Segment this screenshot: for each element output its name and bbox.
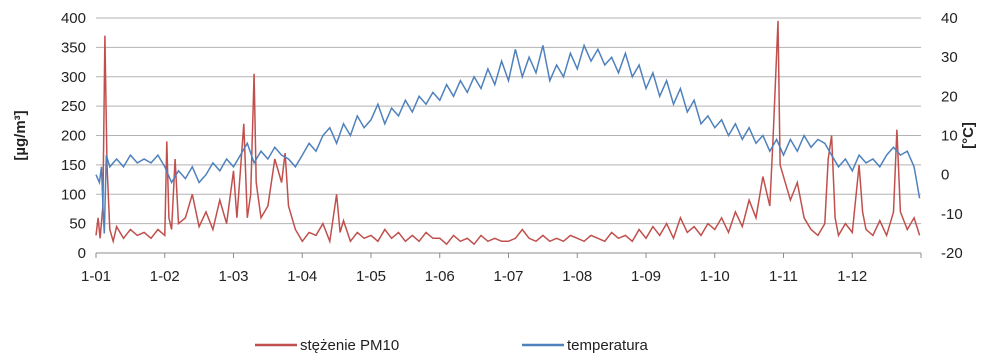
legend-item-temperatura: temperatura — [522, 337, 649, 354]
y-left-tick-label: 250 — [61, 98, 86, 115]
y-left-tick-label: 200 — [61, 128, 86, 145]
y-right-tick-label: -20 — [941, 245, 963, 262]
y-left-tick-label: 100 — [61, 186, 86, 203]
x-tick-label: 1-05 — [356, 268, 386, 285]
x-axis-ticks: 1-01 1-02 1-03 1-04 1-05 1-06 1-07 1-08 1-09 1-10… — [81, 253, 922, 285]
x-tick-label: 1-08 — [562, 268, 592, 285]
x-tick-label: 1-04 — [287, 268, 317, 285]
y-left-axis-ticks: 0 50 100 150 200 250 300 350 400 — [61, 10, 86, 262]
series-line-pm10 — [95, 20, 921, 246]
legend: stężenie PM10 temperatura — [255, 337, 649, 354]
y-left-tick-label: 350 — [61, 39, 86, 56]
x-tick-label: 1-07 — [493, 268, 523, 285]
y-right-tick-label: 0 — [941, 167, 949, 184]
y-left-tick-label: 50 — [69, 216, 86, 233]
y-right-tick-label: 30 — [941, 49, 958, 66]
x-tick-label: 1-10 — [700, 268, 730, 285]
y-left-tick-label: 400 — [61, 10, 86, 27]
x-tick-label: 1-11 — [769, 268, 798, 285]
y-left-tick-label: 300 — [61, 69, 86, 86]
y-right-tick-label: -10 — [941, 206, 963, 223]
y-left-tick-label: 0 — [78, 245, 86, 262]
gridlines — [96, 17, 921, 225]
y-left-axis-title: [µg/m³] — [12, 110, 29, 160]
legend-label-pm10: stężenie PM10 — [300, 337, 399, 354]
y-right-axis-ticks: -20 -10 0 10 20 30 40 — [941, 10, 963, 262]
y-right-tick-label: 40 — [941, 10, 958, 27]
plot-area — [95, 20, 921, 246]
y-right-axis-title: [°C] — [960, 122, 977, 149]
x-tick-label: 1-01 — [81, 268, 111, 285]
x-tick-label: 1-09 — [631, 268, 661, 285]
series-line-temperatura — [95, 43, 921, 234]
legend-label-temperatura: temperatura — [567, 337, 649, 354]
legend-item-pm10: stężenie PM10 — [255, 337, 399, 354]
x-tick-label: 1-12 — [837, 268, 867, 285]
y-left-tick-label: 150 — [61, 157, 86, 174]
x-tick-label: 1-03 — [218, 268, 248, 285]
x-tick-label: 1-02 — [150, 268, 180, 285]
y-right-tick-label: 20 — [941, 88, 958, 105]
y-right-tick-label: 10 — [941, 128, 958, 145]
x-tick-label: 1-06 — [425, 268, 455, 285]
